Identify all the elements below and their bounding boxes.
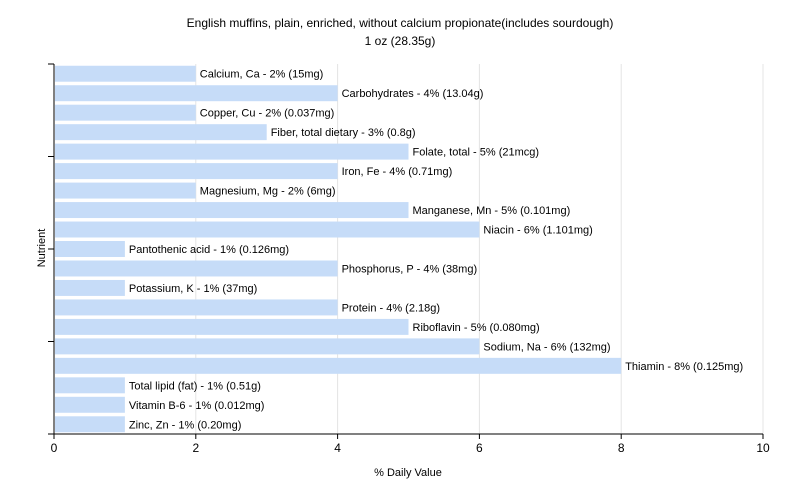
y-axis-label: Nutrient: [36, 229, 48, 268]
axes: 0 2 4 6 8 10: [48, 63, 770, 455]
bar: [55, 338, 480, 355]
bar-data-label: Riboflavin - 5% (0.080mg): [413, 322, 540, 334]
bar-data-label: Manganese, Mn - 5% (0.101mg): [413, 205, 571, 217]
bar-data-label: Total lipid (fat) - 1% (0.51g): [129, 380, 261, 392]
bar: [55, 182, 196, 199]
bar: [55, 279, 125, 296]
bar-data-label: Carbohydrates - 4% (13.04g): [342, 88, 484, 100]
bars: Calcium, Ca - 2% (15mg) Carbohydrates - 4…: [55, 65, 743, 433]
bar-data-label: Thiamin - 8% (0.125mg): [625, 361, 743, 373]
bar-data-label: Niacin - 6% (1.101mg): [483, 225, 592, 237]
bar-data-label: Iron, Fe - 4% (0.71mg): [342, 166, 453, 178]
bar: [55, 202, 409, 219]
bar-data-label: Magnesium, Mg - 2% (6mg): [200, 186, 336, 198]
bar: [55, 143, 409, 160]
x-tick-label: 0: [51, 441, 58, 455]
x-tick-label: 6: [476, 441, 483, 455]
bar: [55, 65, 196, 82]
bar-data-label: Copper, Cu - 2% (0.037mg): [200, 108, 335, 120]
bar: [55, 260, 338, 277]
bar-data-label: Sodium, Na - 6% (132mg): [483, 341, 610, 353]
x-tick-label: 4: [334, 441, 341, 455]
bar: [55, 416, 125, 433]
chart-subtitle: 1 oz (28.35g): [365, 34, 436, 48]
bar: [55, 221, 480, 238]
bar-data-label: Protein - 4% (2.18g): [342, 302, 440, 314]
x-tick-label: 8: [618, 441, 625, 455]
bar: [55, 377, 125, 394]
bar: [55, 396, 125, 413]
x-tick-label: 10: [756, 441, 770, 455]
bar-data-label: Pantothenic acid - 1% (0.126mg): [129, 244, 289, 256]
x-axis-label: % Daily Value: [374, 467, 442, 479]
chart-title: English muffins, plain, enriched, withou…: [187, 16, 614, 30]
x-tick-label: 2: [192, 441, 199, 455]
bar-data-label: Fiber, total dietary - 3% (0.8g): [271, 127, 416, 139]
bar: [55, 357, 622, 374]
bar: [55, 299, 338, 316]
bar: [55, 124, 267, 141]
bar: [55, 318, 409, 335]
bar-data-label: Folate, total - 5% (21mcg): [413, 147, 540, 159]
bar: [55, 104, 196, 121]
bar-data-label: Potassium, K - 1% (37mg): [129, 283, 257, 295]
bar-data-label: Zinc, Zn - 1% (0.20mg): [129, 419, 241, 431]
bar-data-label: Phosphorus, P - 4% (38mg): [342, 263, 478, 275]
bar-data-label: Calcium, Ca - 2% (15mg): [200, 69, 323, 81]
bar: [55, 163, 338, 180]
bar: [55, 85, 338, 102]
bar-data-label: Vitamin B-6 - 1% (0.012mg): [129, 400, 265, 412]
bar: [55, 241, 125, 257]
